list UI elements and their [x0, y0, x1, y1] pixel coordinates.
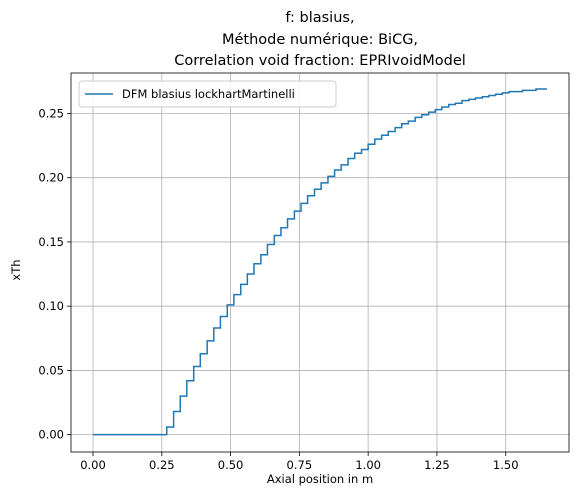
axes-frame: [70, 72, 570, 453]
x-axis-label: Axial position in m: [267, 472, 373, 486]
x-axis-ticks: 0.00 0.25 0.50 0.75 1.00 1.25 1.50: [80, 452, 519, 472]
series-line: [93, 88, 547, 436]
y-axis-label: xTh: [9, 259, 23, 280]
y-tick-label: 0.00: [38, 428, 64, 442]
x-tick-label: 1.50: [493, 458, 519, 472]
x-tick-label: 1.00: [355, 458, 381, 472]
grid-lines: [71, 73, 569, 452]
chart-title-line-1: f: blasius,: [285, 10, 354, 26]
y-tick-label: 0.20: [38, 171, 64, 185]
series-layer: [93, 88, 547, 436]
x-tick-label: 0.00: [80, 458, 106, 472]
x-tick-label: 0.75: [287, 458, 313, 472]
y-tick-label: 0.25: [38, 106, 64, 120]
y-tick-label: 0.10: [38, 299, 64, 313]
chart-title-line-3: Correlation void fraction: EPRIvoidModel: [174, 53, 466, 69]
x-tick-label: 0.25: [149, 458, 175, 472]
plot-area-frame: [70, 72, 570, 453]
legend: DFM blasius lockhartMartinelli: [78, 80, 337, 108]
y-tick-label: 0.05: [38, 363, 64, 377]
y-tick-label: 0.15: [38, 235, 64, 249]
x-tick-label: 0.50: [218, 458, 244, 472]
y-axis-ticks: 0.00 0.05 0.10 0.15 0.20 0.25: [38, 106, 71, 442]
legend-box: [78, 80, 337, 108]
legend-series-label: DFM blasius lockhartMartinelli: [122, 87, 295, 101]
x-tick-label: 1.25: [424, 458, 450, 472]
chart-title-line-2: Méthode numérique: BiCG,: [222, 32, 418, 48]
chart-title: f: blasius, Méthode numérique: BiCG, Cor…: [174, 10, 466, 69]
